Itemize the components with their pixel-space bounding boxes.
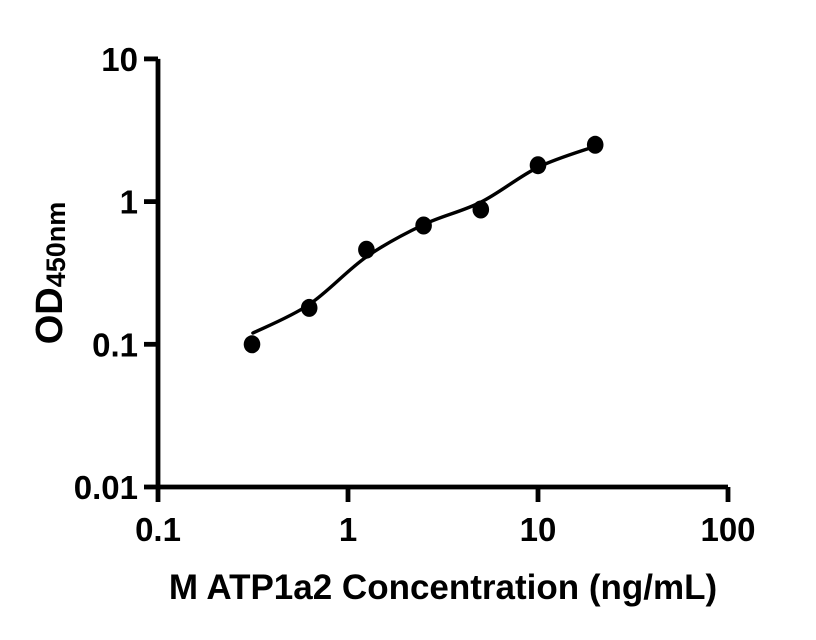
x-axis-tick-label: 1	[339, 511, 357, 548]
data-point-marker	[472, 200, 490, 219]
y-axis-title-subscript: 450nm	[41, 202, 71, 288]
axes-spine	[155, 58, 728, 490]
y-axis-title: OD450nm	[29, 202, 71, 345]
y-axis-tick-label: 0.01	[74, 469, 138, 506]
y-axis-tick-label: 1	[120, 184, 138, 221]
x-axis-title: M ATP1a2 Concentration (ng/mL)	[169, 568, 717, 607]
x-axis-tick-label: 0.1	[135, 511, 181, 548]
data-point-marker	[300, 298, 318, 317]
data-point-marker	[243, 335, 261, 354]
x-axis-tick-label: 100	[700, 511, 755, 548]
data-point-marker	[358, 240, 375, 259]
y-axis-tick-label: 10	[101, 41, 138, 78]
data-point-marker	[415, 216, 432, 235]
y-axis-tick-label: 0.1	[92, 326, 138, 363]
x-axis-tick-label: 10	[520, 511, 557, 548]
y-axis-title-main: OD	[29, 287, 71, 344]
data-point-marker	[529, 156, 547, 175]
data-point-marker	[586, 135, 604, 154]
